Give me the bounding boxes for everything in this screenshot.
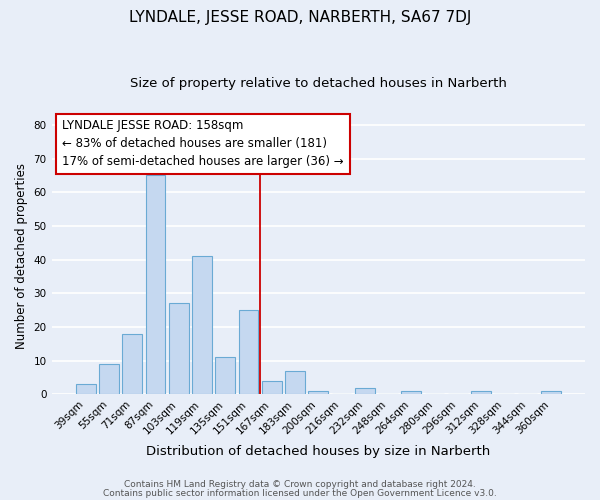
Bar — [76, 384, 95, 394]
Bar — [169, 304, 188, 394]
Bar — [308, 391, 328, 394]
Text: Contains public sector information licensed under the Open Government Licence v3: Contains public sector information licen… — [103, 488, 497, 498]
Bar — [239, 310, 259, 394]
Text: LYNDALE, JESSE ROAD, NARBERTH, SA67 7DJ: LYNDALE, JESSE ROAD, NARBERTH, SA67 7DJ — [129, 10, 471, 25]
Bar — [192, 256, 212, 394]
Text: LYNDALE JESSE ROAD: 158sqm
← 83% of detached houses are smaller (181)
17% of sem: LYNDALE JESSE ROAD: 158sqm ← 83% of deta… — [62, 120, 344, 168]
Bar — [285, 371, 305, 394]
Bar — [215, 358, 235, 395]
Bar — [541, 391, 561, 394]
X-axis label: Distribution of detached houses by size in Narberth: Distribution of detached houses by size … — [146, 444, 490, 458]
Y-axis label: Number of detached properties: Number of detached properties — [15, 164, 28, 350]
Bar — [401, 391, 421, 394]
Bar — [122, 334, 142, 394]
Bar — [262, 381, 281, 394]
Bar — [99, 364, 119, 394]
Bar — [146, 176, 166, 394]
Bar — [355, 388, 374, 394]
Title: Size of property relative to detached houses in Narberth: Size of property relative to detached ho… — [130, 78, 507, 90]
Bar — [471, 391, 491, 394]
Text: Contains HM Land Registry data © Crown copyright and database right 2024.: Contains HM Land Registry data © Crown c… — [124, 480, 476, 489]
